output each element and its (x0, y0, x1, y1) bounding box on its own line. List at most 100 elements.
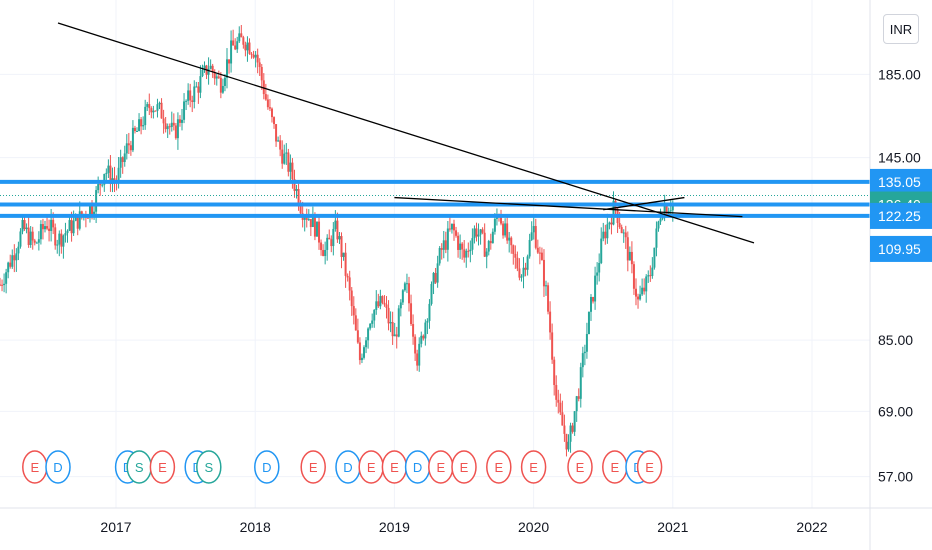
candle-body (360, 357, 363, 361)
candle-body (254, 54, 257, 58)
candle-body (420, 335, 423, 344)
trendline[interactable] (603, 196, 685, 211)
price-badge-label: 135.05 (878, 174, 921, 190)
candle-body (31, 231, 34, 241)
price-badge-label: 109.95 (878, 241, 921, 257)
candle-body (219, 77, 222, 93)
price-axis: 185.00 145.00 85.00 69.00 57.00 (878, 66, 921, 484)
event-marker-E[interactable]: E (567, 450, 593, 484)
candle-body (508, 237, 511, 241)
candle-body (608, 222, 611, 225)
candle-body (459, 243, 462, 250)
candle-body (97, 184, 100, 191)
candle-body (19, 231, 22, 247)
event-marker-E[interactable]: E (486, 450, 512, 484)
trendline[interactable] (57, 22, 755, 244)
candle-body (457, 235, 460, 250)
candle-body (129, 145, 132, 151)
candle-body (23, 219, 26, 230)
event-marker-D[interactable]: D (335, 450, 361, 484)
candle-body (181, 119, 184, 123)
event-marker-E[interactable]: E (149, 450, 176, 484)
candle-body (303, 217, 306, 220)
candle-body (645, 276, 648, 292)
candle-body (485, 251, 488, 257)
candle-body (348, 277, 351, 291)
candle-body (328, 237, 331, 240)
candle-body (600, 238, 603, 263)
event-marker-E[interactable]: E (451, 450, 477, 484)
candle-body (594, 275, 597, 302)
trendline[interactable] (394, 196, 743, 218)
event-marker-label: E (367, 460, 376, 475)
candle-body (385, 304, 388, 308)
candle-body (602, 231, 605, 239)
event-marker-S[interactable]: S (126, 450, 152, 484)
candle-body (565, 433, 568, 450)
event-marker-E[interactable]: E (602, 450, 628, 484)
candle-body (311, 214, 314, 227)
candle-body (432, 272, 435, 285)
event-marker-E[interactable]: E (520, 450, 547, 484)
event-marker-E[interactable]: E (636, 450, 663, 484)
trendlines (57, 22, 755, 244)
event-marker-D[interactable]: D (254, 450, 280, 484)
candle-body (401, 290, 404, 303)
candle-body (86, 217, 89, 219)
candle-body (581, 353, 584, 368)
candle-body (526, 256, 529, 270)
candle-body (424, 322, 427, 339)
candle-body (647, 275, 650, 277)
candle-body (50, 219, 53, 231)
event-marker-S[interactable]: S (196, 450, 222, 484)
currency-button[interactable]: INR (883, 14, 919, 44)
candle-body (142, 125, 145, 127)
price-axis-label: 57.00 (878, 469, 913, 485)
event-marker-E[interactable]: E (381, 450, 408, 484)
candle-body (583, 351, 586, 354)
candle-body (395, 334, 398, 337)
candle-body (223, 77, 226, 86)
price-axis-label: 85.00 (878, 332, 913, 348)
candle-body (322, 250, 325, 256)
candle-body (481, 229, 484, 233)
event-marker-label: E (529, 460, 538, 475)
candle-body (266, 99, 269, 108)
candle-body (436, 263, 439, 283)
candle-body (571, 425, 574, 432)
candle-body (121, 157, 124, 163)
candle-body (172, 122, 175, 126)
candle-body (244, 44, 247, 51)
candle-body (242, 37, 245, 45)
candle-body (542, 259, 545, 287)
event-marker-label: S (135, 460, 144, 475)
candle-body (596, 272, 599, 276)
candle-body (95, 190, 98, 212)
candle-body (88, 205, 91, 218)
candle-body (479, 229, 482, 235)
candle-body (193, 86, 196, 103)
candle-body (138, 119, 141, 131)
candle-body (297, 189, 300, 207)
candle-body (446, 228, 449, 250)
price-axis-panel[interactable] (870, 0, 932, 550)
event-marker-label: E (645, 460, 654, 475)
event-marker-E[interactable]: E (358, 450, 384, 484)
event-marker-D[interactable]: D (404, 450, 431, 484)
event-marker-D[interactable]: D (45, 450, 71, 484)
candle-body (422, 335, 425, 339)
candle-body (230, 40, 233, 64)
candle-body (258, 62, 261, 68)
event-marker-E[interactable]: E (428, 450, 454, 484)
candle-body (91, 205, 94, 215)
event-marker-E[interactable]: E (300, 450, 326, 484)
candle-body (13, 255, 16, 261)
candle-body (305, 217, 308, 220)
candle-body (612, 200, 615, 225)
candle-body (336, 220, 339, 240)
price-badge-bg (870, 168, 932, 195)
event-marker-E[interactable]: E (22, 450, 48, 484)
candle-body (610, 222, 613, 225)
candle-body (639, 294, 642, 300)
